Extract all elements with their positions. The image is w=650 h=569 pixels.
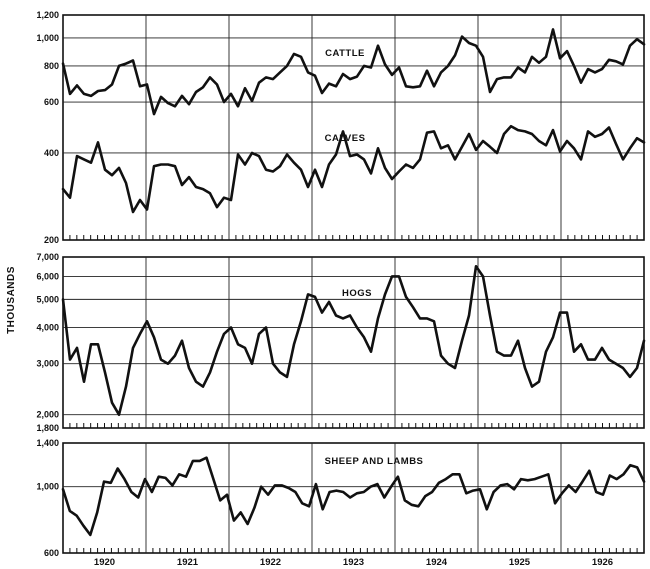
y-tick-label: 800	[44, 61, 59, 71]
x-tick-label: 1926	[592, 557, 613, 568]
y-tick-label: 1,400	[36, 438, 59, 448]
y-tick-label: 600	[44, 97, 59, 107]
series-line-hogs	[61, 265, 646, 416]
y-axis-label: THOUSANDS	[6, 266, 17, 334]
series-line-cattle	[61, 28, 646, 116]
y-tick-label: 2,000	[36, 410, 59, 420]
panel-1: 200 400 600 800 1,000 1,200 CATTLE CALVES	[36, 10, 646, 245]
y-tick-label: 1,800	[36, 423, 59, 433]
y-tick-label: 400	[44, 148, 59, 158]
panel-2: 1,800 2,000 3,000 4,000 5,000 6,000 7,000 HOGS	[36, 252, 646, 433]
series-label: SHEEP AND LAMBS	[325, 456, 424, 467]
y-tick-label: 1,200	[36, 10, 59, 20]
y-tick-label: 3,000	[36, 359, 59, 369]
series-label: CALVES	[325, 133, 366, 144]
x-tick-label: 1923	[343, 557, 364, 568]
x-tick-label: 1922	[260, 557, 281, 568]
panel-frame	[62, 256, 645, 429]
x-tick-label: 1925	[509, 557, 531, 568]
y-tick-label: 1,000	[36, 33, 59, 43]
series-label: CATTLE	[325, 48, 365, 59]
y-tick-label: 1,000	[36, 482, 59, 492]
x-tick-label: 1920	[94, 557, 115, 568]
panel-3: 600 1,000 1,400 SHEEP AND LAMBS	[36, 438, 646, 558]
series-line-calves	[61, 124, 646, 214]
x-tick-label: 1921	[177, 557, 199, 568]
series-line-sheep-and-lambs	[61, 456, 646, 537]
y-tick-label: 200	[44, 235, 59, 245]
y-tick-label: 5,000	[36, 294, 59, 304]
y-tick-label: 6,000	[36, 271, 59, 281]
y-tick-label: 4,000	[36, 322, 59, 332]
series-label: HOGS	[342, 288, 372, 299]
y-tick-label: 600	[44, 548, 59, 558]
x-tick-label: 1924	[426, 557, 448, 568]
y-tick-label: 7,000	[36, 252, 59, 262]
